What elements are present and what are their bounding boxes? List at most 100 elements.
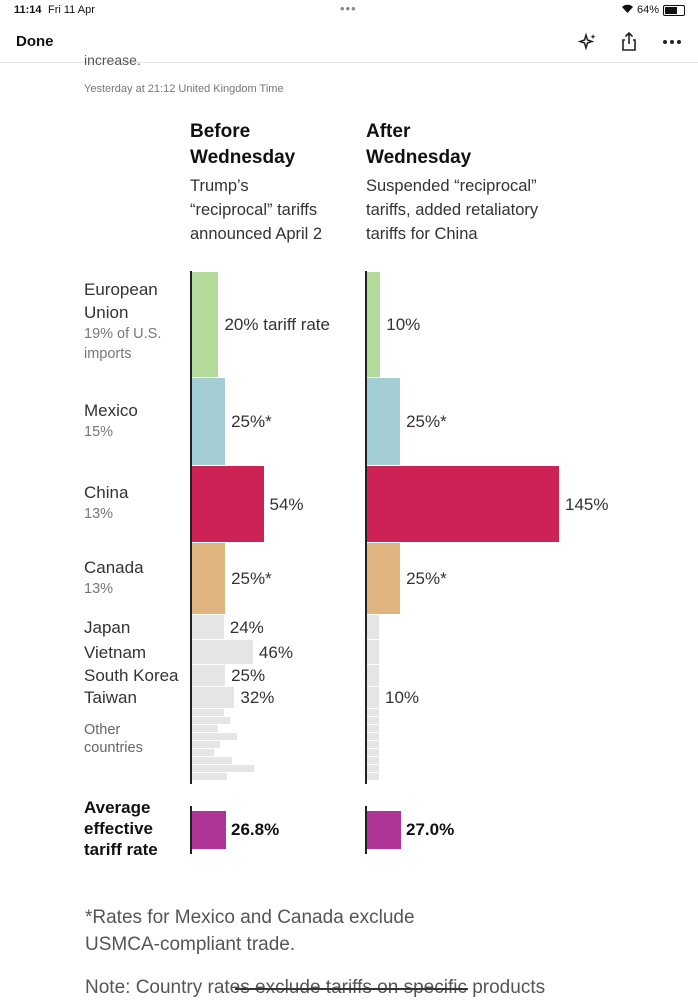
bar-before-other-country bbox=[192, 773, 227, 780]
bar-before-other-country bbox=[192, 725, 218, 732]
after-sub-line3: tariffs for China bbox=[366, 225, 478, 243]
country-label-mexico: Mexico 15% bbox=[84, 399, 138, 442]
value-label-before: 24% bbox=[229, 617, 264, 637]
bar-average-after bbox=[367, 811, 401, 849]
status-time: 11:14 bbox=[14, 4, 42, 16]
battery-icon bbox=[663, 5, 685, 16]
before-title-line1: Before bbox=[190, 121, 251, 142]
bar-before-canada bbox=[192, 543, 226, 614]
bar-before-other-country bbox=[192, 765, 254, 772]
after-sub-line1: Suspended “reciprocal” bbox=[366, 177, 537, 195]
status-date: Fri 11 Apr bbox=[48, 4, 95, 16]
bar-after-other-country bbox=[367, 741, 379, 748]
after-axis-line bbox=[365, 271, 367, 784]
value-label-before: 46% bbox=[258, 642, 293, 662]
bar-after-other-country bbox=[367, 757, 379, 764]
average-before-axis bbox=[190, 806, 192, 854]
asterisk-line2: USMCA-compliant trade. bbox=[85, 934, 296, 955]
after-title-line1: After bbox=[366, 121, 411, 142]
value-label-before: 54% bbox=[269, 494, 304, 514]
bar-after-japan bbox=[367, 615, 379, 640]
after-sub-line2: tariffs, added retaliatory bbox=[366, 201, 539, 219]
country-name: Mexico bbox=[84, 401, 138, 420]
status-bar: 11:14 Fri 11 Apr ••• 64% bbox=[0, 0, 698, 22]
before-sub-line3: announced April 2 bbox=[190, 225, 323, 243]
country-label-china: China 13% bbox=[84, 481, 128, 524]
value-label-before: 32% bbox=[240, 688, 275, 707]
bar-before-south-korea bbox=[192, 665, 226, 687]
country-name: China bbox=[84, 483, 129, 502]
bar-after-mexico bbox=[367, 378, 401, 465]
bar-before-japan bbox=[192, 615, 224, 640]
done-button[interactable]: Done bbox=[16, 33, 54, 50]
value-label-before: 25%* bbox=[231, 569, 272, 588]
bar-after-taiwan bbox=[367, 687, 379, 709]
bar-average-before bbox=[192, 811, 226, 849]
bar-after-other-country bbox=[367, 725, 379, 732]
share-icon[interactable] bbox=[617, 30, 641, 54]
value-label-before: 25%* bbox=[231, 412, 272, 431]
bar-after-other-country bbox=[367, 749, 379, 756]
bar-after-vietnam bbox=[367, 640, 379, 665]
bar-after-other-country bbox=[367, 717, 379, 724]
bar-before-mexico bbox=[192, 378, 226, 465]
value-label-after: 25%* bbox=[406, 412, 447, 431]
before-sub-line1: Trump’s bbox=[190, 177, 249, 195]
bar-before-other-country bbox=[192, 757, 232, 764]
import-share: 13% bbox=[84, 581, 114, 597]
average-value-before: 26.8% bbox=[231, 820, 280, 839]
asterisk-footnote: *Rates for Mexico and Canada exclude USM… bbox=[85, 904, 415, 958]
bar-after-canada bbox=[367, 543, 401, 614]
nav-bar: Done bbox=[0, 22, 698, 63]
import-share: 19% of U.S. imports bbox=[84, 326, 162, 362]
value-label-before: 20% tariff rate bbox=[224, 315, 330, 334]
country-label-south-korea: South Korea bbox=[84, 666, 179, 685]
country-label-canada: Canada 13% bbox=[84, 556, 144, 599]
sparkle-icon[interactable] bbox=[576, 30, 600, 54]
average-label-line1: Average bbox=[84, 798, 151, 817]
average-after-axis bbox=[365, 806, 367, 854]
country-name: European Union bbox=[84, 280, 158, 322]
bar-before-other-country bbox=[192, 709, 224, 716]
country-label-eu: European Union 19% of U.S. imports bbox=[84, 278, 179, 364]
bar-after-other-country bbox=[367, 709, 379, 716]
before-axis-line bbox=[190, 271, 192, 784]
import-share: 13% bbox=[84, 506, 114, 522]
value-label-before: 25% bbox=[231, 666, 266, 685]
country-name: Canada bbox=[84, 558, 144, 577]
before-sub-line2: “reciprocal” tariffs bbox=[190, 201, 318, 219]
country-label-vietnam: Vietnam bbox=[84, 643, 147, 662]
average-value-after: 27.0% bbox=[406, 820, 455, 839]
bar-after-south-korea bbox=[367, 665, 379, 687]
average-label: Average effective tariff rate bbox=[84, 797, 158, 860]
import-share: 15% bbox=[84, 424, 114, 440]
bar-after-other-country bbox=[367, 733, 379, 740]
other-countries-label: Other countries bbox=[84, 722, 143, 756]
after-title-line2: Wednesday bbox=[366, 147, 472, 168]
bar-before-china bbox=[192, 466, 264, 542]
note-footnote: Note: Country rates exclude tariffs on s… bbox=[85, 977, 546, 998]
before-title-line2: Wednesday bbox=[190, 147, 296, 168]
multitask-dots-icon[interactable]: ••• bbox=[340, 1, 357, 16]
average-label-line2: effective bbox=[84, 819, 153, 838]
before-column-header: Before Wednesday Trump’s “reciprocal” ta… bbox=[190, 119, 322, 246]
country-label-japan: Japan bbox=[84, 618, 131, 637]
bar-after-china bbox=[367, 466, 559, 542]
country-label-taiwan: Taiwan bbox=[84, 688, 137, 707]
bar-before-taiwan bbox=[192, 687, 235, 709]
bar-before-european-union bbox=[192, 272, 219, 377]
value-label-after: 10% bbox=[385, 688, 420, 707]
value-label-after: 10% bbox=[386, 315, 421, 334]
timestamp: Yesterday at 21:12 United Kingdom Time bbox=[84, 83, 284, 95]
bar-after-other-country bbox=[367, 773, 379, 780]
asterisk-line1: *Rates for Mexico and Canada exclude bbox=[85, 907, 415, 928]
value-label-after: 145% bbox=[565, 494, 609, 514]
battery-percent: 64% bbox=[637, 4, 660, 16]
value-label-after: 25%* bbox=[406, 569, 447, 588]
average-label-line3: tariff rate bbox=[84, 840, 158, 859]
bar-before-other-country bbox=[192, 733, 237, 740]
bar-after-other-country bbox=[367, 765, 379, 772]
bar-before-vietnam bbox=[192, 640, 253, 665]
more-options-icon[interactable] bbox=[660, 30, 684, 54]
